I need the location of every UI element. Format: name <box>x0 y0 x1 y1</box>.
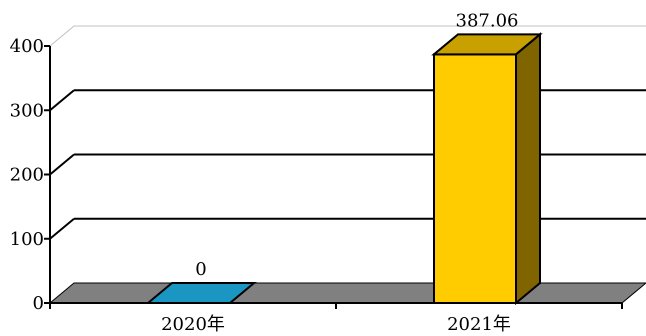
y-axis: 0 100 200 300 400 <box>10 36 51 314</box>
x-axis: 2020年 2021年 <box>49 302 623 335</box>
x-tick-label: 2021年 <box>447 314 511 335</box>
gridline-side <box>49 153 75 176</box>
y-tick-label: 200 <box>10 165 44 186</box>
bar-side-face <box>515 32 541 306</box>
x-tick-label: 2020年 <box>161 314 225 335</box>
chart-floor-plane <box>48 282 646 304</box>
y-tick-label: 100 <box>10 229 44 250</box>
chart-floor <box>48 282 646 304</box>
bar: 0 <box>145 259 257 304</box>
side-wall-top-edge <box>49 25 75 47</box>
bar: 387.06 <box>431 10 543 306</box>
bar-top-face <box>431 33 543 56</box>
data-label: 0 <box>195 259 206 280</box>
bar-front-face <box>433 53 517 304</box>
gridline-side <box>49 89 75 112</box>
gridline-side <box>49 217 75 240</box>
y-tick-label: 0 <box>33 293 44 314</box>
chart-bars: 0 387.06 <box>145 10 543 306</box>
y-tick-label: 400 <box>10 36 44 57</box>
chart-gridlines <box>49 25 646 240</box>
y-tick-label: 300 <box>10 100 44 121</box>
data-label: 387.06 <box>456 10 519 31</box>
